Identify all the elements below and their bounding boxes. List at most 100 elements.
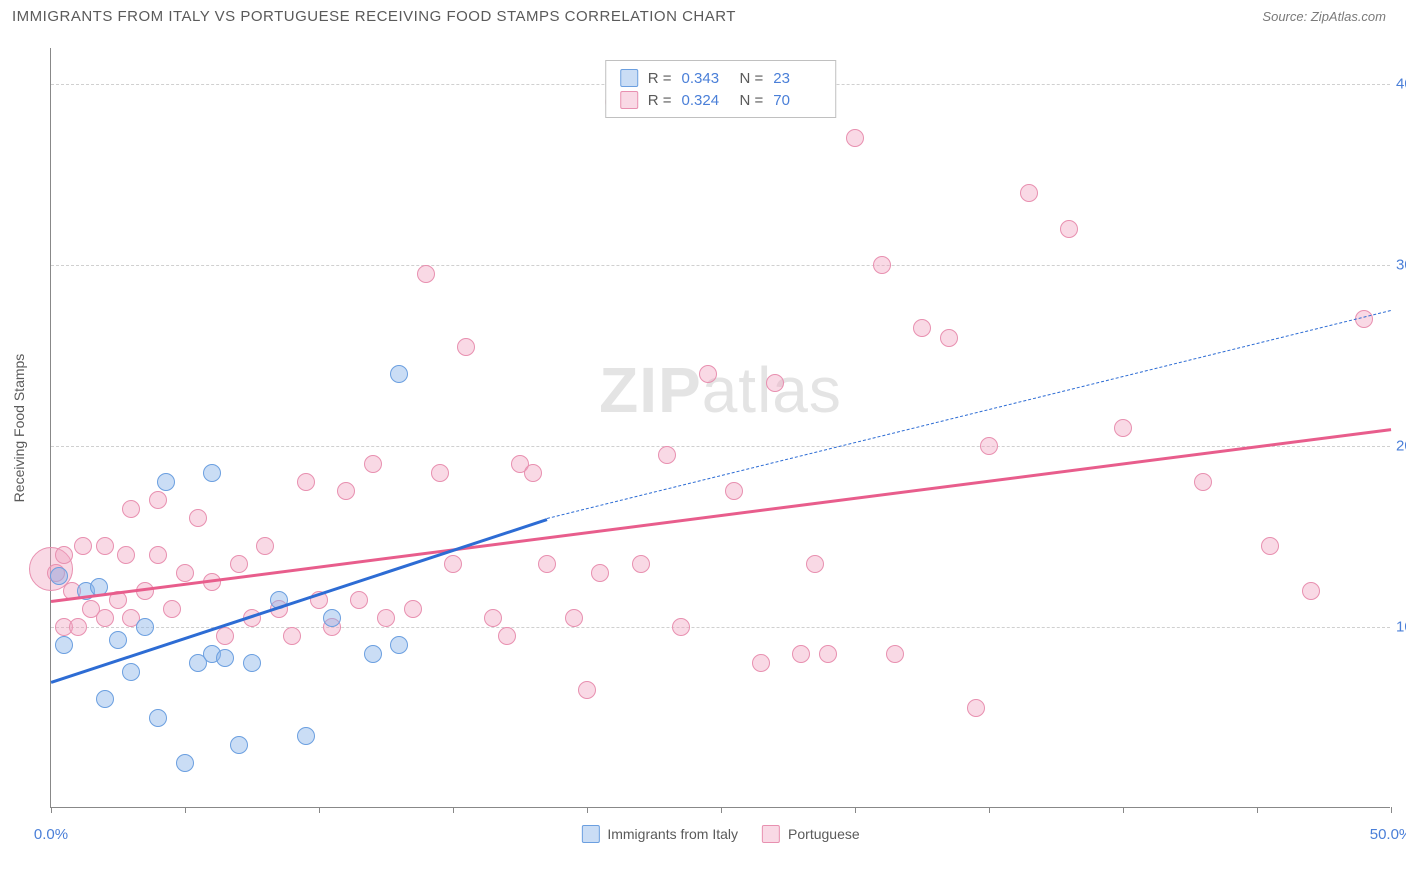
x-tick <box>1391 807 1392 813</box>
portuguese-point <box>873 256 891 274</box>
portuguese-point <box>431 464 449 482</box>
italy-point <box>203 464 221 482</box>
portuguese-point <box>484 609 502 627</box>
legend-row-italy: R = 0.343 N = 23 <box>620 67 822 89</box>
portuguese-point <box>1302 582 1320 600</box>
portuguese-point <box>967 699 985 717</box>
portuguese-point <box>565 609 583 627</box>
gridline <box>51 627 1390 628</box>
portuguese-point <box>498 627 516 645</box>
portuguese-point <box>216 627 234 645</box>
italy-point <box>323 609 341 627</box>
italy-point <box>50 567 68 585</box>
portuguese-point <box>230 555 248 573</box>
portuguese-point <box>792 645 810 663</box>
portuguese-point <box>283 627 301 645</box>
portuguese-point <box>337 482 355 500</box>
portuguese-point <box>417 265 435 283</box>
italy-point <box>216 649 234 667</box>
portuguese-point <box>364 455 382 473</box>
gridline <box>51 446 1390 447</box>
portuguese-point <box>846 129 864 147</box>
portuguese-point <box>404 600 422 618</box>
portuguese-point <box>189 509 207 527</box>
italy-trend-dashed <box>547 310 1391 519</box>
portuguese-point <box>377 609 395 627</box>
italy-point <box>109 631 127 649</box>
portuguese-point <box>444 555 462 573</box>
portuguese-point <box>806 555 824 573</box>
portuguese-point <box>457 338 475 356</box>
italy-point <box>55 636 73 654</box>
x-tick-label: 50.0% <box>1370 826 1406 843</box>
x-tick <box>453 807 454 813</box>
italy-point <box>96 690 114 708</box>
italy-point <box>390 636 408 654</box>
portuguese-point <box>69 618 87 636</box>
portuguese-point <box>149 546 167 564</box>
x-tick <box>989 807 990 813</box>
x-tick <box>587 807 588 813</box>
portuguese-point <box>819 645 837 663</box>
italy-point <box>176 754 194 772</box>
watermark: ZIPatlas <box>599 353 842 427</box>
y-axis-label: Receiving Food Stamps <box>11 353 27 502</box>
italy-point <box>230 736 248 754</box>
portuguese-point <box>940 329 958 347</box>
portuguese-point <box>1355 310 1373 328</box>
portuguese-point <box>117 546 135 564</box>
legend-item-italy: Immigrants from Italy <box>581 825 738 843</box>
portuguese-point <box>578 681 596 699</box>
italy-point <box>136 618 154 636</box>
portuguese-point <box>96 537 114 555</box>
italy-point <box>243 654 261 672</box>
portuguese-point <box>256 537 274 555</box>
portuguese-point <box>699 365 717 383</box>
x-tick <box>319 807 320 813</box>
portuguese-point <box>538 555 556 573</box>
portuguese-point <box>1020 184 1038 202</box>
x-tick-label: 0.0% <box>34 826 68 843</box>
portuguese-point <box>1261 537 1279 555</box>
portuguese-point <box>176 564 194 582</box>
portuguese-point <box>980 437 998 455</box>
portuguese-point <box>96 609 114 627</box>
portuguese-point <box>74 537 92 555</box>
portuguese-swatch-icon <box>762 825 780 843</box>
y-tick-label: 40.0% <box>1396 76 1406 93</box>
correlation-legend: R = 0.343 N = 23 R = 0.324 N = 70 <box>605 60 837 118</box>
portuguese-point <box>1114 419 1132 437</box>
portuguese-point <box>632 555 650 573</box>
portuguese-point <box>913 319 931 337</box>
italy-point <box>364 645 382 663</box>
portuguese-point <box>350 591 368 609</box>
portuguese-point <box>591 564 609 582</box>
portuguese-trend-line <box>51 428 1391 602</box>
portuguese-point <box>55 546 73 564</box>
y-tick-label: 10.0% <box>1396 619 1406 636</box>
x-tick <box>185 807 186 813</box>
portuguese-point <box>725 482 743 500</box>
italy-point <box>157 473 175 491</box>
portuguese-point <box>1194 473 1212 491</box>
portuguese-point <box>122 500 140 518</box>
y-tick-label: 30.0% <box>1396 257 1406 274</box>
x-tick <box>721 807 722 813</box>
italy-point <box>297 727 315 745</box>
italy-swatch-icon <box>620 69 638 87</box>
portuguese-point <box>766 374 784 392</box>
x-tick <box>1257 807 1258 813</box>
x-tick <box>51 807 52 813</box>
chart-title: IMMIGRANTS FROM ITALY VS PORTUGUESE RECE… <box>12 8 736 25</box>
portuguese-point <box>886 645 904 663</box>
portuguese-point <box>752 654 770 672</box>
x-tick <box>1123 807 1124 813</box>
legend-row-portuguese: R = 0.324 N = 70 <box>620 89 822 111</box>
portuguese-point <box>1060 220 1078 238</box>
x-tick <box>855 807 856 813</box>
portuguese-point <box>297 473 315 491</box>
italy-point <box>122 663 140 681</box>
chart-header: IMMIGRANTS FROM ITALY VS PORTUGUESE RECE… <box>0 0 1406 29</box>
portuguese-point <box>149 491 167 509</box>
portuguese-swatch-icon <box>620 91 638 109</box>
